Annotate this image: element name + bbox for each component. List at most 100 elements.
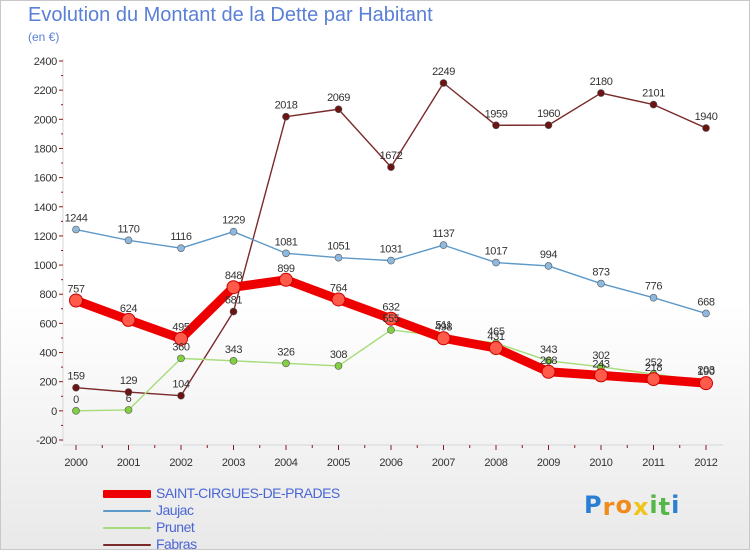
data-label: 555 — [382, 313, 399, 325]
y-tick-label: 1400 — [34, 202, 57, 214]
data-label: 343 — [540, 344, 557, 356]
x-tick-label: 2009 — [537, 457, 560, 469]
data-label: 2069 — [327, 92, 350, 104]
data-point — [702, 309, 710, 318]
data-label: 1170 — [117, 223, 139, 235]
data-label: 1017 — [485, 246, 508, 258]
data-point — [702, 124, 710, 132]
data-point — [282, 249, 290, 258]
data-point — [279, 272, 293, 287]
data-label: 994 — [540, 249, 557, 261]
logo-letter: i — [671, 491, 681, 519]
data-label: 218 — [645, 362, 662, 374]
data-label: 668 — [697, 296, 714, 308]
y-tick-label: 600 — [40, 318, 58, 330]
data-label: 343 — [225, 344, 242, 356]
data-label: 498 — [435, 321, 452, 333]
data-label: 2018 — [275, 100, 298, 112]
data-label: 495 — [172, 322, 189, 334]
data-label: 2249 — [432, 66, 455, 78]
data-label: 243 — [592, 358, 609, 370]
y-tick-label: 2400 — [34, 56, 57, 68]
data-label: 6 — [126, 393, 132, 405]
y-tick-label: 1600 — [34, 173, 57, 185]
data-point — [387, 326, 395, 334]
data-point — [492, 121, 500, 130]
data-point — [649, 100, 658, 109]
data-label: 757 — [67, 283, 84, 295]
data-point — [229, 307, 238, 316]
data-label: 129 — [120, 375, 137, 387]
data-point — [334, 362, 343, 370]
data-point — [439, 241, 448, 249]
data-point — [489, 341, 503, 356]
data-point — [72, 225, 80, 234]
data-point — [541, 364, 556, 379]
data-label: 302 — [592, 350, 609, 362]
x-tick-label: 2012 — [694, 457, 717, 469]
data-label: 190 — [697, 366, 714, 378]
logo-letter: i — [649, 491, 659, 519]
data-point — [597, 89, 605, 97]
x-tick-label: 2001 — [117, 457, 140, 469]
data-point — [439, 79, 448, 87]
data-label: 465 — [487, 326, 504, 338]
logo-letter: o — [615, 491, 633, 519]
data-label: 632 — [382, 302, 399, 314]
data-label: 899 — [277, 263, 294, 275]
data-label: 624 — [120, 303, 137, 315]
data-label: 1940 — [695, 111, 718, 123]
logo-letter: t — [658, 493, 672, 521]
data-label: 326 — [277, 346, 294, 358]
y-tick-label: 200 — [40, 377, 58, 389]
data-label: 308 — [330, 349, 347, 361]
x-tick-label: 2004 — [274, 457, 297, 469]
data-label: 1244 — [65, 213, 88, 225]
legend-swatch — [103, 544, 151, 546]
data-point — [177, 244, 185, 252]
data-point — [229, 357, 238, 365]
data-point — [121, 312, 136, 327]
data-label: 776 — [645, 281, 662, 293]
data-label: 159 — [67, 371, 84, 383]
data-label: 1137 — [432, 228, 454, 240]
data-label: 360 — [172, 341, 189, 353]
y-tick-label: 2000 — [34, 114, 57, 126]
data-point — [544, 262, 553, 270]
legend-swatch — [103, 490, 151, 498]
data-point — [282, 112, 290, 121]
data-label: 104 — [172, 379, 189, 391]
data-label: 203 — [697, 364, 714, 376]
data-label: 268 — [540, 355, 557, 367]
data-point — [334, 253, 343, 262]
data-point — [594, 368, 608, 383]
legend-label: SAINT-CIRGUES-DE-PRADES — [156, 485, 340, 501]
x-tick-label: 2007 — [432, 457, 455, 469]
x-tick-label: 2003 — [222, 457, 245, 469]
data-point — [72, 407, 80, 415]
y-tick-label: -200 — [36, 435, 57, 447]
data-label: 1229 — [222, 215, 245, 227]
legend-swatch — [103, 510, 151, 512]
data-point — [177, 391, 185, 400]
data-point — [174, 331, 188, 346]
data-point — [124, 388, 133, 396]
x-tick-label: 2010 — [589, 457, 612, 469]
data-label: 1031 — [380, 244, 403, 256]
data-point — [387, 163, 395, 171]
series-line — [75, 329, 707, 412]
data-label: 1081 — [275, 236, 298, 248]
legend-swatch — [103, 527, 151, 529]
data-label: 848 — [225, 270, 242, 282]
x-tick-label: 2008 — [484, 457, 507, 469]
data-label: 1116 — [170, 231, 192, 243]
data-point — [436, 331, 451, 346]
data-point — [72, 383, 80, 392]
data-label: 1959 — [485, 108, 508, 120]
logo-letter: P — [584, 491, 603, 519]
proxiti-logo: Proxiti — [584, 491, 681, 521]
data-point — [646, 372, 661, 387]
data-point — [177, 354, 185, 363]
y-tick-label: 1800 — [34, 143, 57, 155]
